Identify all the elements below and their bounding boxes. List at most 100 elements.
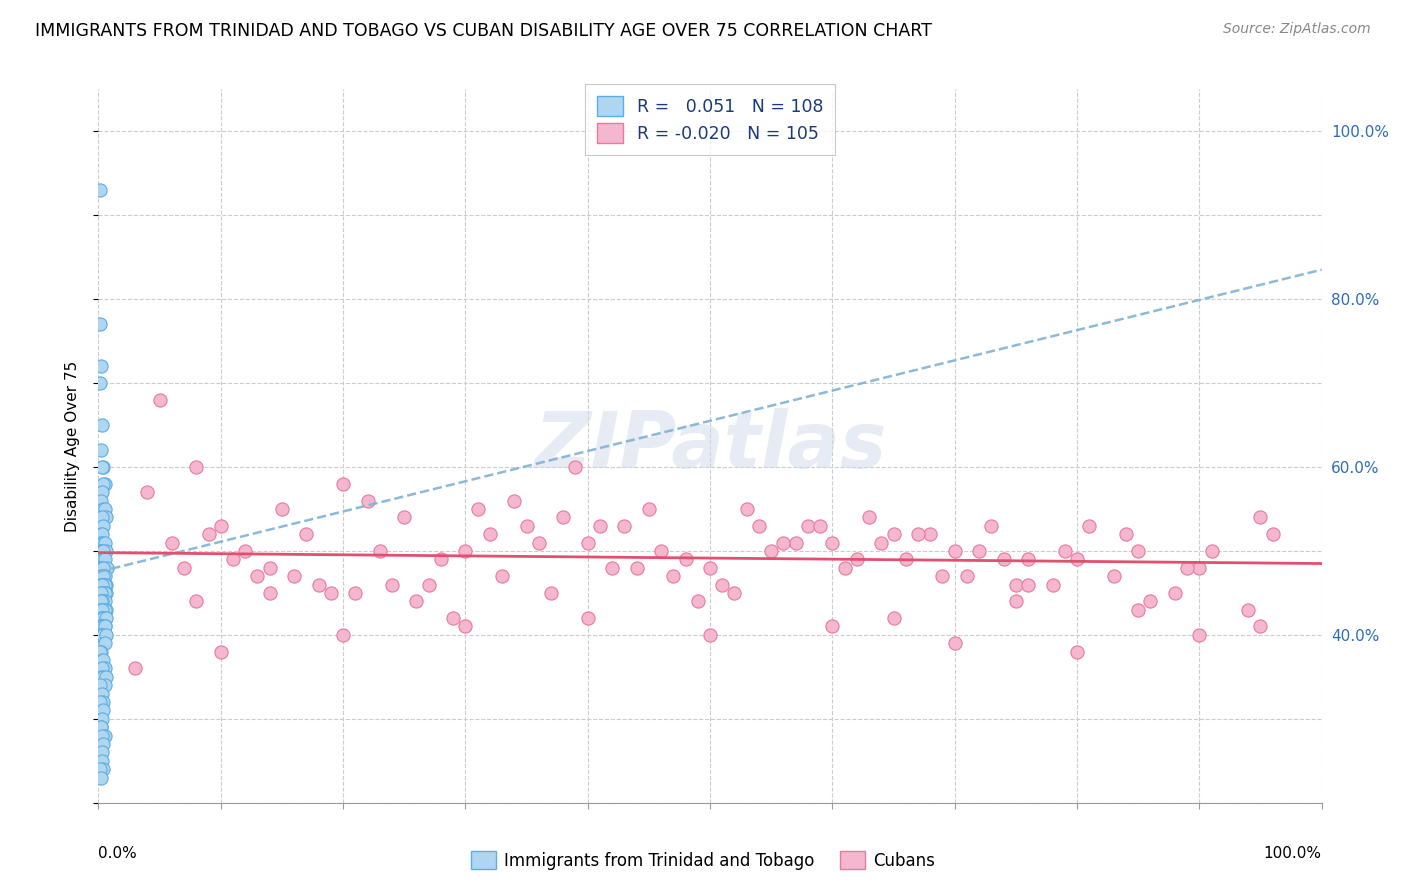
Point: [91, 577, 114, 591]
Point: [91, 661, 114, 675]
Point: [90, 544, 112, 558]
Point: [515, 518, 537, 533]
Point: [89, 645, 111, 659]
Point: [491, 569, 513, 583]
Point: [94, 603, 117, 617]
Legend: R =   0.051   N = 108, R = -0.020   N = 105: R = 0.051 N = 108, R = -0.020 N = 105: [585, 84, 835, 155]
Point: [89, 577, 111, 591]
Point: [270, 502, 294, 516]
Point: [1053, 544, 1076, 558]
Point: [93, 729, 115, 743]
Point: [907, 527, 929, 541]
Text: IMMIGRANTS FROM TRINIDAD AND TOBAGO VS CUBAN DISABILITY AGE OVER 75 CORRELATION : IMMIGRANTS FROM TRINIDAD AND TOBAGO VS C…: [35, 22, 932, 40]
Point: [1066, 645, 1088, 659]
Point: [931, 569, 953, 583]
Point: [600, 560, 623, 574]
Point: [89, 544, 111, 558]
Point: [91, 510, 114, 524]
Point: [980, 518, 1002, 533]
Point: [344, 586, 367, 600]
Point: [91, 653, 114, 667]
Point: [368, 544, 391, 558]
Point: [89, 594, 111, 608]
Point: [90, 619, 112, 633]
Point: [381, 577, 404, 591]
Point: [467, 502, 489, 516]
Point: [1004, 594, 1026, 608]
Point: [93, 577, 115, 591]
Point: [94, 611, 117, 625]
Point: [91, 569, 114, 583]
Y-axis label: Disability Age Over 75: Disability Age Over 75: [65, 360, 80, 532]
Point: [883, 527, 905, 541]
Point: [1042, 577, 1064, 591]
Point: [90, 586, 112, 600]
Point: [356, 493, 378, 508]
Point: [197, 527, 219, 541]
Point: [124, 661, 146, 675]
Point: [91, 417, 114, 432]
Point: [834, 560, 856, 574]
Point: [1078, 518, 1101, 533]
Point: [576, 611, 599, 625]
Point: [283, 569, 305, 583]
Point: [1175, 560, 1198, 574]
Point: [186, 460, 208, 475]
Point: [89, 678, 111, 692]
Point: [91, 527, 114, 541]
Point: [259, 560, 281, 574]
Point: [1004, 577, 1026, 591]
Point: [90, 670, 112, 684]
Point: [920, 527, 942, 541]
Point: [723, 586, 745, 600]
Point: [93, 586, 115, 600]
Point: [91, 594, 114, 608]
Point: [943, 544, 966, 558]
Point: [699, 560, 721, 574]
Point: [91, 502, 114, 516]
Point: [259, 586, 281, 600]
Point: [93, 678, 115, 692]
Point: [91, 603, 114, 617]
Point: [90, 586, 112, 600]
Point: [418, 577, 440, 591]
Point: [91, 653, 114, 667]
Point: [1261, 527, 1284, 541]
Point: [91, 518, 114, 533]
Point: [503, 493, 526, 508]
Point: [93, 619, 115, 633]
Point: [91, 544, 114, 558]
Point: [90, 628, 112, 642]
Point: [90, 560, 112, 574]
Point: [246, 569, 269, 583]
Point: [589, 518, 612, 533]
Point: [478, 527, 501, 541]
Point: [173, 560, 195, 574]
Point: [821, 619, 844, 633]
Point: [91, 485, 114, 500]
Point: [392, 510, 416, 524]
Point: [149, 392, 172, 407]
Point: [209, 645, 232, 659]
Point: [785, 535, 807, 549]
Point: [772, 535, 794, 549]
Point: [91, 611, 114, 625]
Point: [870, 535, 893, 549]
Point: [1237, 603, 1260, 617]
Point: [96, 560, 118, 574]
Point: [894, 552, 917, 566]
Point: [540, 586, 562, 600]
Point: [91, 611, 114, 625]
Point: [1188, 628, 1211, 642]
Point: [748, 518, 770, 533]
Point: [186, 594, 208, 608]
Point: [93, 569, 115, 583]
Point: [454, 619, 477, 633]
Point: [735, 502, 758, 516]
Point: [1249, 510, 1271, 524]
Point: [93, 636, 115, 650]
Point: [430, 552, 453, 566]
Point: [91, 569, 114, 583]
Point: [89, 535, 111, 549]
Point: [332, 476, 354, 491]
